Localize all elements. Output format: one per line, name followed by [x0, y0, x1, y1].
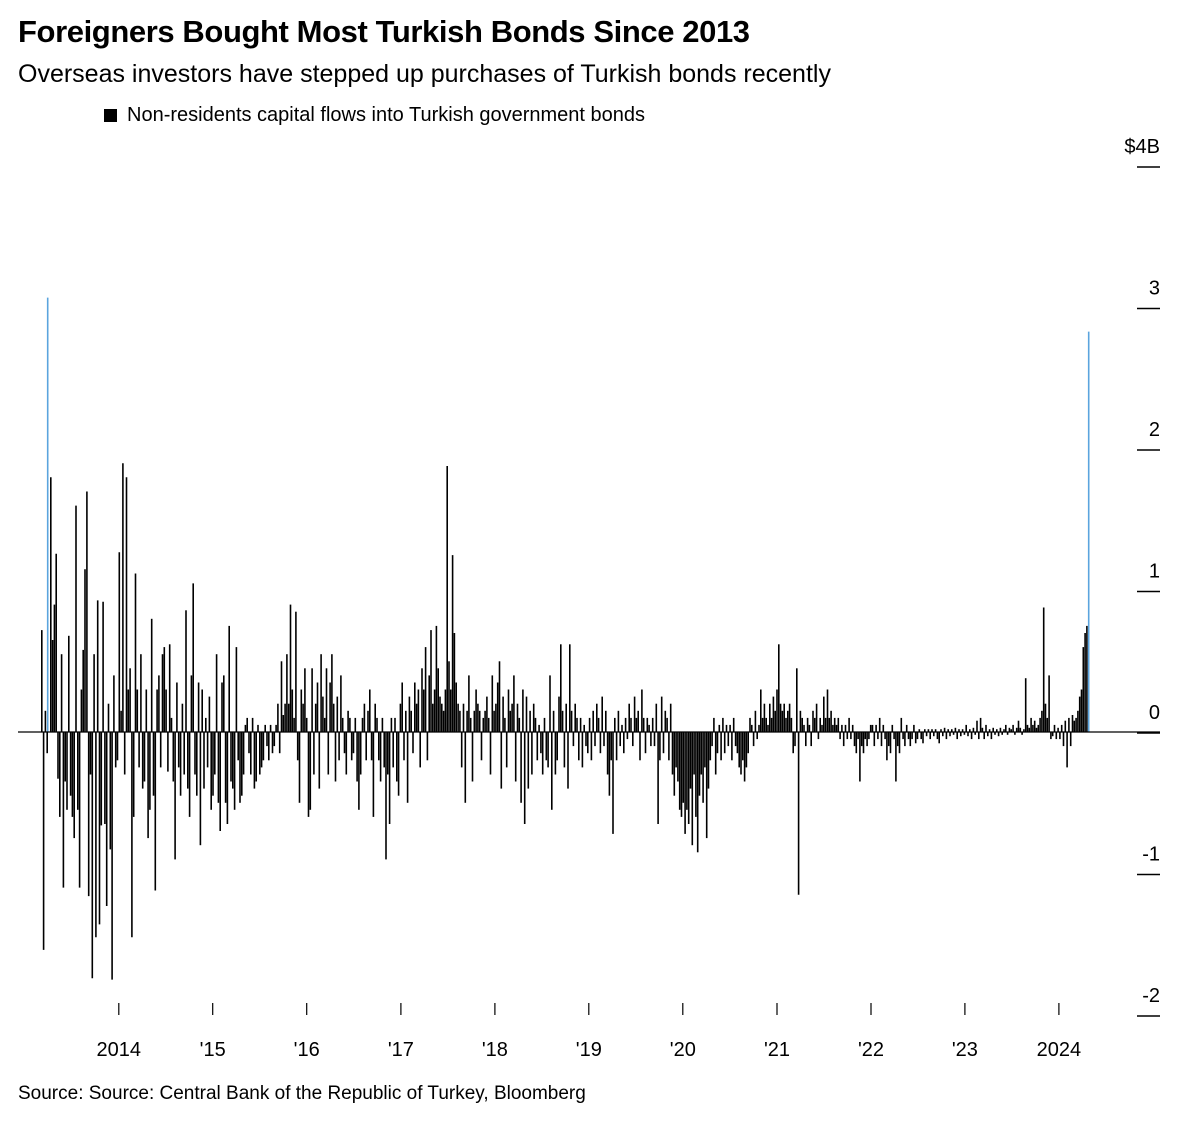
legend-swatch	[104, 109, 117, 122]
y-tick-label: -2	[1142, 985, 1160, 1007]
x-tick-label: '20	[670, 1039, 696, 1061]
x-tick-label: 2014	[97, 1039, 142, 1061]
x-tick-label: '21	[764, 1039, 790, 1061]
legend: Non-residents capital flows into Turkish…	[104, 104, 645, 127]
y-tick-label: -1	[1142, 844, 1160, 866]
x-tick-label: '15	[200, 1039, 226, 1061]
x-tick-label: 2024	[1037, 1039, 1082, 1061]
source-note: Source: Source: Central Bank of the Repu…	[18, 1083, 586, 1104]
x-tick-label: '18	[482, 1039, 508, 1061]
chart-subtitle: Overseas investors have stepped up purch…	[18, 60, 831, 88]
chart-title: Foreigners Bought Most Turkish Bonds Sin…	[18, 14, 750, 49]
x-tick-label: '16	[294, 1039, 320, 1061]
x-tick-label: '22	[858, 1039, 884, 1061]
y-tick-label: 3	[1149, 278, 1160, 300]
y-tick-label: $4B	[1124, 136, 1160, 158]
legend-label: Non-residents capital flows into Turkish…	[127, 104, 646, 126]
y-tick-label: 2	[1149, 419, 1160, 441]
y-tick-label: 0	[1149, 702, 1160, 724]
y-tick-label: 1	[1149, 561, 1160, 583]
x-tick-label: '23	[952, 1039, 978, 1061]
x-tick-label: '19	[576, 1039, 602, 1061]
x-tick-label: '17	[388, 1039, 414, 1061]
